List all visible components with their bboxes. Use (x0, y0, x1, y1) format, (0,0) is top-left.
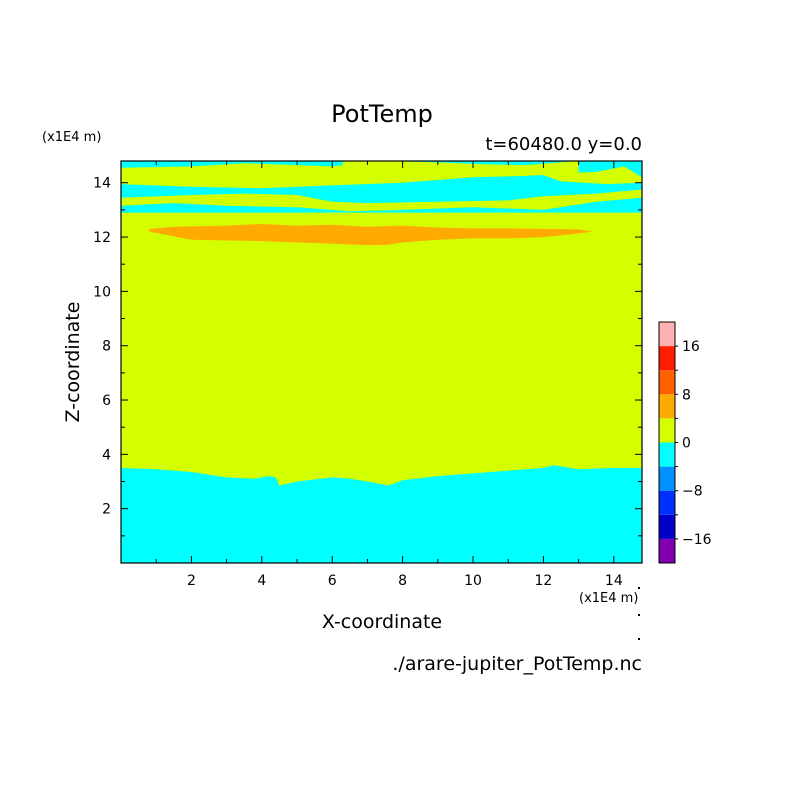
plot-area: 2 4 6 8 10 12 14 2 4 6 8 10 12 14 (93, 160, 643, 589)
x-tick-label: 6 (328, 573, 337, 589)
y-tick-label: 2 (102, 502, 111, 518)
colorbar: −16 −8 0 8 16 (658, 321, 712, 564)
region-upper-warm-lens (149, 224, 593, 246)
colorbar-swatch (659, 394, 675, 419)
x-unit-label: (x1E4 m) (579, 591, 638, 606)
colorbar-swatch (659, 490, 675, 515)
colorbar-tick-label: 8 (682, 387, 691, 403)
colorbar-tick-label: 16 (682, 339, 700, 355)
colorbar-swatch (659, 442, 675, 467)
x-tick-label: 10 (464, 573, 482, 589)
x-tick-label: 4 (257, 573, 266, 589)
x-tick-label: 12 (535, 573, 553, 589)
region-warm-streak (121, 161, 579, 189)
chart-subtitle: t=60480.0 y=0.0 (485, 134, 642, 155)
x-tick-label: 2 (187, 573, 196, 589)
y-tick-label: 6 (102, 393, 111, 409)
colorbar-swatch (659, 346, 675, 371)
small-markers (638, 587, 640, 640)
colorbar-swatch (659, 370, 675, 395)
source-file-label: ./arare-jupiter_PotTemp.nc (392, 653, 642, 675)
plot-frame (120, 160, 643, 564)
y-axis: 2 4 6 8 10 12 14 (93, 176, 642, 537)
marker-dot (638, 638, 640, 640)
x-axis-label: X-coordinate (322, 611, 442, 633)
y-unit-label: (x1E4 m) (42, 130, 101, 145)
x-tick-label: 8 (398, 573, 407, 589)
y-tick-label: 10 (93, 284, 111, 300)
colorbar-swatch (659, 514, 675, 539)
colorbar-tick-label: −8 (682, 484, 703, 500)
colorbar-swatch (659, 418, 675, 443)
y-tick-label: 12 (93, 230, 111, 246)
marker-dot (638, 587, 640, 589)
x-tick-label: 14 (605, 573, 623, 589)
region-warm-streak (525, 166, 642, 185)
y-tick-label: 8 (102, 339, 111, 355)
region-warm-streak (121, 189, 642, 212)
region-lower-cold-layer (121, 465, 642, 563)
marker-dot (638, 614, 640, 616)
x-axis: 2 4 6 8 10 12 14 (155, 161, 623, 589)
y-axis-label: Z-coordinate (62, 302, 84, 423)
colorbar-swatch (659, 538, 675, 563)
colorbar-tick-label: −16 (682, 532, 712, 548)
y-tick-label: 14 (93, 176, 111, 192)
colorbar-tick-label: 0 (682, 436, 691, 452)
colorbar-swatch (659, 466, 675, 491)
colorbar-swatch (659, 322, 675, 347)
contour-fields (121, 161, 642, 563)
chart-title: PotTemp (331, 100, 433, 128)
y-tick-label: 4 (102, 447, 111, 463)
